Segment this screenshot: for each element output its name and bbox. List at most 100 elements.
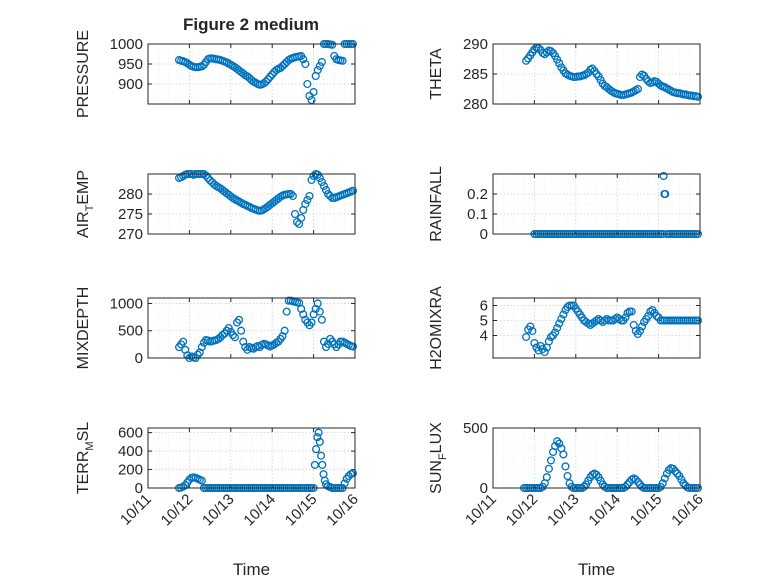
data-point	[555, 319, 564, 328]
data-point	[307, 95, 316, 105]
y-axis-label: AIRTEMP	[75, 170, 96, 238]
data-point	[580, 482, 589, 491]
data-point	[534, 44, 543, 53]
data-point	[546, 456, 556, 465]
y-tick-label: 1000	[110, 295, 143, 312]
x-tick-label: 10/13	[199, 491, 238, 530]
data-point	[317, 177, 326, 187]
y-tick-label: 0.2	[467, 186, 488, 203]
axis-frame	[147, 43, 356, 105]
y-tick-label: 600	[118, 425, 143, 442]
subplot-mixdepth: 0 500 1000 MIXDEPTH	[75, 287, 357, 370]
subplot-theta: 280 285 290 THETA	[428, 36, 702, 113]
data-point	[259, 79, 268, 88]
data-point	[338, 56, 347, 65]
x-tick-label: 10/12	[158, 491, 197, 530]
data-point	[179, 482, 188, 491]
data-point	[635, 326, 645, 336]
y-tick-label: 0.1	[467, 206, 488, 223]
data-point	[299, 310, 308, 319]
data-point	[633, 84, 642, 94]
data-point	[313, 433, 322, 442]
data-point	[559, 310, 568, 319]
y-axis-label-subscript: M	[84, 441, 96, 450]
y-axis-label-main: AIR	[75, 211, 92, 238]
y-tick-label: 500	[118, 323, 143, 340]
y-axis-label: TERRMSL	[75, 422, 96, 494]
data-point	[228, 331, 237, 340]
y-axis-label: RAINFALL	[428, 166, 445, 242]
data-point	[301, 199, 310, 209]
data-point	[314, 428, 323, 437]
data-point	[237, 326, 246, 335]
data-point	[659, 171, 668, 181]
data-point	[642, 74, 651, 83]
data-point	[557, 314, 566, 324]
data-point	[555, 59, 564, 68]
data-point	[631, 475, 640, 484]
data-point	[542, 473, 551, 482]
data-point	[297, 213, 306, 223]
data-point	[621, 313, 630, 322]
data-point	[261, 77, 271, 86]
x-tick-label: 10/15	[282, 491, 321, 530]
y-tick-label: 900	[118, 76, 143, 93]
y-tick-label: 280	[463, 96, 488, 113]
data-point	[693, 316, 702, 325]
data-point	[288, 191, 297, 201]
y-tick-label: 4	[480, 328, 488, 345]
data-point	[206, 176, 215, 185]
data-point	[328, 40, 337, 49]
y-axis-label-tail: LUX	[428, 422, 445, 453]
data-point	[671, 467, 680, 476]
axis-frame	[147, 297, 356, 359]
y-tick-label: 275	[118, 206, 143, 223]
data-point	[646, 307, 655, 316]
data-point	[235, 315, 244, 324]
y-axis-label-main: THETA	[428, 48, 445, 100]
x-axis-label: Time	[233, 560, 270, 579]
data-point	[317, 57, 326, 67]
y-axis-label-main: MIXDEPTH	[75, 287, 92, 370]
data-point	[555, 439, 564, 448]
data-point	[290, 209, 300, 219]
data-point	[307, 318, 316, 327]
y-tick-label: 400	[118, 443, 143, 460]
data-point	[278, 61, 287, 71]
data-point	[528, 326, 537, 336]
data-point	[181, 345, 190, 354]
data-point	[195, 348, 204, 357]
data-point	[317, 451, 326, 460]
data-point	[278, 332, 287, 341]
data-point	[301, 59, 310, 69]
data-point	[297, 304, 306, 313]
data-point	[348, 186, 357, 195]
data-point	[315, 61, 324, 71]
x-tick-label: 10/13	[544, 491, 583, 530]
data-point	[268, 70, 277, 79]
data-point	[592, 69, 601, 79]
y-axis-label-main: RAINFALL	[428, 166, 445, 242]
data-point	[276, 63, 285, 73]
y-axis-label-main: SUN	[428, 460, 445, 494]
y-axis-label: THETA	[428, 48, 445, 100]
data-point	[197, 343, 206, 352]
data-point	[627, 307, 636, 316]
x-tick-label: 10/16	[323, 491, 362, 530]
y-axis-label-main: PRESSURE	[75, 30, 92, 118]
data-point	[282, 307, 291, 316]
y-tick-label: 950	[118, 56, 143, 73]
x-axis-label: Time	[578, 560, 615, 579]
data-point	[321, 185, 331, 195]
data-point	[679, 479, 688, 488]
data-point	[310, 460, 319, 469]
y-tick-label: 0	[480, 226, 488, 243]
data-point	[563, 471, 572, 481]
data-point	[530, 338, 539, 348]
data-point	[313, 299, 322, 308]
data-point	[693, 92, 702, 101]
data-point	[522, 56, 531, 65]
data-point	[315, 437, 324, 446]
data-point	[315, 307, 324, 316]
axis-frame	[492, 43, 701, 105]
